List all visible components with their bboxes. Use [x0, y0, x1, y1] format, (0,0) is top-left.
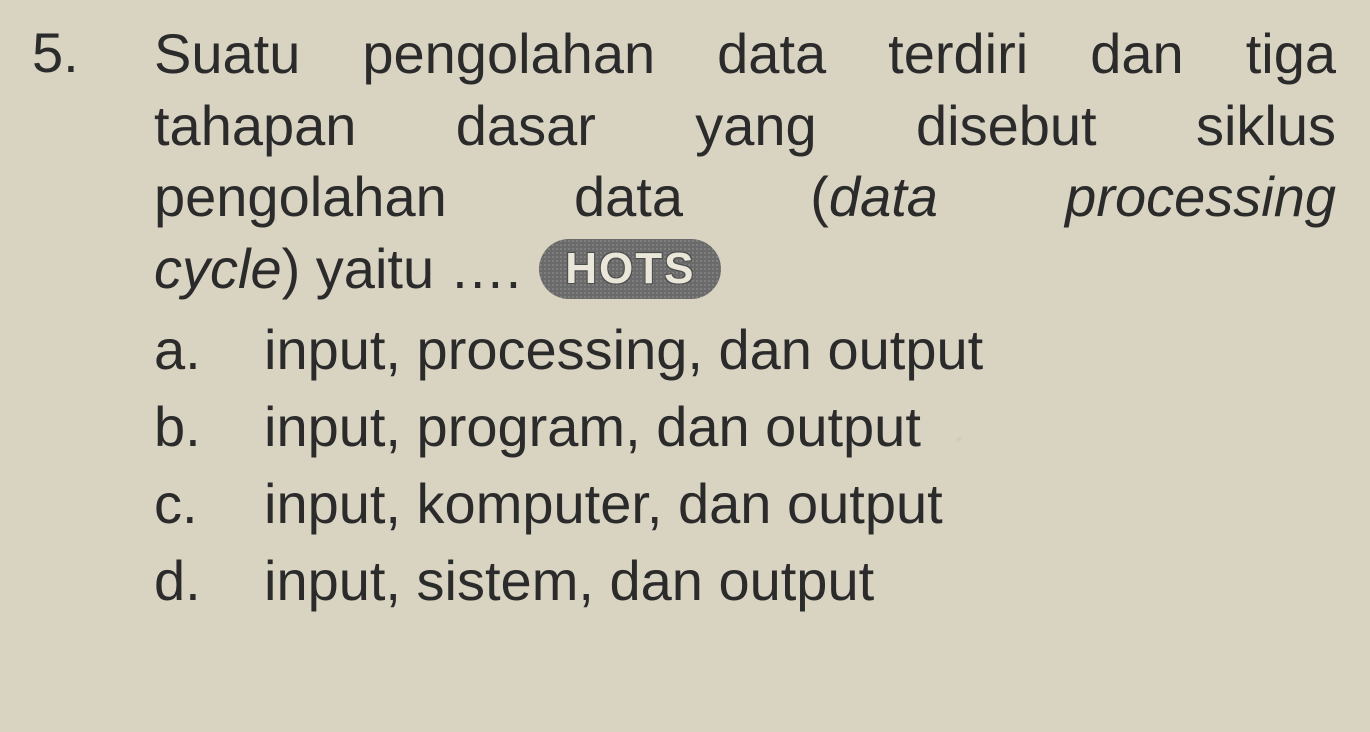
option-letter: c. [154, 465, 264, 542]
option-b: b. input, program, dan output [154, 388, 1336, 465]
stem-line-4: cycle) yaitu …. HOTS [154, 233, 1336, 305]
option-text: input, komputer, dan output [264, 465, 1336, 542]
stem-line-1: Suatu pengolahan data terdiri dan tiga [154, 18, 1336, 90]
options-list: a. input, processing, dan output b. inpu… [154, 311, 1336, 620]
question-body: Suatu pengolahan data terdiri dan tiga t… [154, 18, 1346, 620]
stem-line-3-italic: data processing [829, 165, 1336, 228]
question-number: 5. [24, 18, 154, 88]
stem-line-4-italic: cycle [154, 237, 282, 300]
option-letter: d. [154, 542, 264, 619]
hots-badge: HOTS [539, 239, 721, 299]
option-letter: b. [154, 388, 264, 465]
option-letter: a. [154, 311, 264, 388]
stem-line-3-pre: pengolahan data ( [154, 165, 829, 228]
option-text: input, sistem, dan output [264, 542, 1336, 619]
question-row: 5. Suatu pengolahan data terdiri dan tig… [24, 18, 1346, 620]
option-text: input, processing, dan output [264, 311, 1336, 388]
option-a: a. input, processing, dan output [154, 311, 1336, 388]
option-c: c. input, komputer, dan output [154, 465, 1336, 542]
option-d: d. input, sistem, dan output [154, 542, 1336, 619]
stem-line-3: pengolahan data (data processing [154, 161, 1336, 233]
stem-line-4-post: ) yaitu …. [282, 237, 522, 300]
stem-line-4-text: cycle) yaitu …. [154, 233, 521, 305]
option-text: input, program, dan output [264, 388, 1336, 465]
stem-line-2: tahapan dasar yang disebut siklus [154, 90, 1336, 162]
